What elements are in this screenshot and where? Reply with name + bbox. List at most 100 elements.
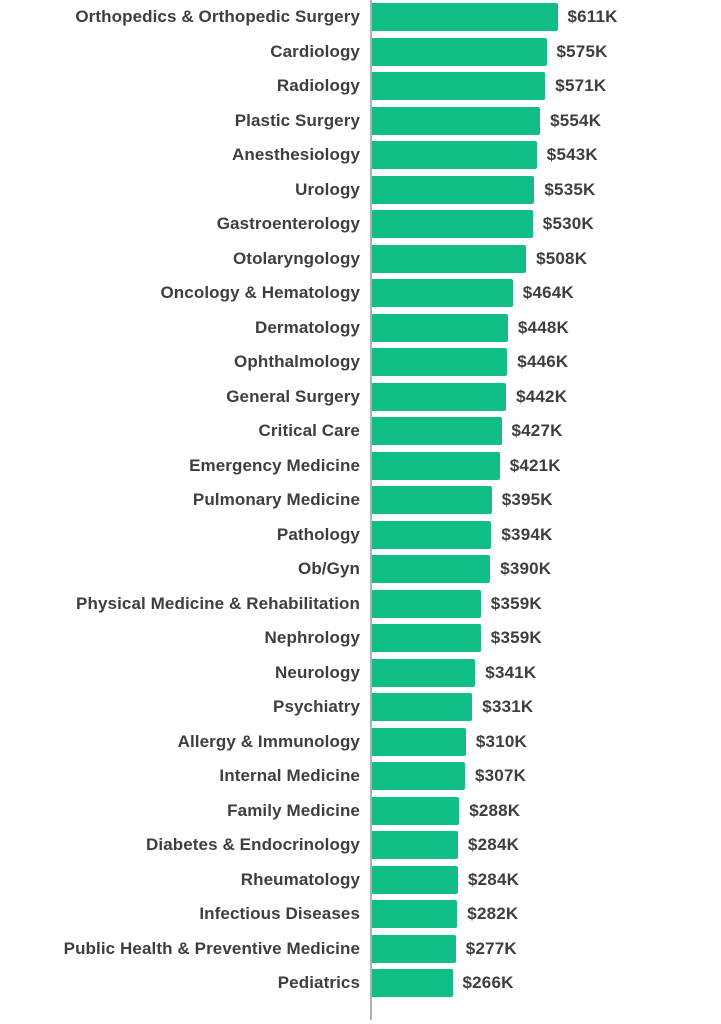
category-label: Allergy & Immunology	[177, 731, 360, 751]
bar-area: $266K	[371, 966, 721, 1001]
y-axis-line	[370, 0, 372, 1020]
category-label: Gastroenterology	[216, 214, 360, 234]
bar-area: $554K	[371, 104, 721, 139]
bar	[371, 693, 473, 722]
bar	[371, 865, 458, 894]
bar	[371, 141, 537, 170]
category-label: Pulmonary Medicine	[192, 490, 360, 510]
value-label: $307K	[475, 766, 527, 786]
value-label: $266K	[462, 973, 514, 993]
value-label: $611K	[567, 7, 618, 27]
value-label: $277K	[465, 938, 517, 958]
bar-area: $331K	[371, 690, 721, 725]
chart-row: Otolaryngology $508K	[0, 242, 721, 277]
bar	[371, 589, 481, 618]
category-label: Physical Medicine & Rehabilitation	[76, 593, 360, 613]
value-label: $446K	[517, 352, 569, 372]
bar	[371, 796, 460, 825]
bar	[371, 244, 527, 273]
value-label: $331K	[482, 697, 534, 717]
chart-row: Critical Care $427K	[0, 414, 721, 449]
bar-area: $284K	[371, 828, 721, 863]
bar-area: $359K	[371, 621, 721, 656]
bar	[371, 900, 458, 929]
bar	[371, 3, 558, 32]
chart-row: Gastroenterology $530K	[0, 207, 721, 242]
bar-area: $288K	[371, 794, 721, 829]
bar	[371, 762, 465, 791]
chart-row: Nephrology $359K	[0, 621, 721, 656]
category-label: Pathology	[276, 524, 360, 544]
category-label: Ob/Gyn	[298, 559, 360, 579]
category-label: Radiology	[276, 76, 360, 96]
chart-row: Radiology $571K	[0, 69, 721, 104]
value-label: $310K	[475, 731, 527, 751]
bar	[371, 175, 535, 204]
value-label: $282K	[467, 904, 519, 924]
category-label: Nephrology	[264, 628, 360, 648]
bar	[371, 831, 458, 860]
bar-area: $284K	[371, 863, 721, 898]
bar-area: $543K	[371, 138, 721, 173]
category-label: Anesthesiology	[232, 145, 360, 165]
category-label: Internal Medicine	[219, 766, 360, 786]
bar	[371, 658, 476, 687]
value-label: $535K	[544, 179, 596, 199]
bar-area: $446K	[371, 345, 721, 380]
bar-area: $427K	[371, 414, 721, 449]
bar	[371, 624, 481, 653]
bar	[371, 210, 533, 239]
category-label: Psychiatry	[273, 697, 360, 717]
bar	[371, 417, 502, 446]
category-label: Orthopedics & Orthopedic Surgery	[75, 7, 360, 27]
chart-row: Pulmonary Medicine $395K	[0, 483, 721, 518]
chart-row: Pediatrics $266K	[0, 966, 721, 1001]
bar	[371, 37, 547, 66]
value-label: $390K	[500, 559, 552, 579]
category-label: Neurology	[275, 662, 360, 682]
bar-area: $611K	[371, 0, 721, 35]
category-label: Plastic Surgery	[234, 110, 360, 130]
value-label: $284K	[468, 869, 520, 889]
value-label: $359K	[490, 593, 542, 613]
bar-area: $310K	[371, 725, 721, 760]
bar-area: $530K	[371, 207, 721, 242]
category-label: Ophthalmology	[234, 352, 360, 372]
bar-area: $395K	[371, 483, 721, 518]
chart-row: Psychiatry $331K	[0, 690, 721, 725]
chart-row: Cardiology $575K	[0, 35, 721, 70]
chart-row: Plastic Surgery $554K	[0, 104, 721, 139]
value-label: $284K	[468, 835, 520, 855]
category-label: Diabetes & Endocrinology	[146, 835, 360, 855]
bar	[371, 969, 453, 998]
chart-row: Dermatology $448K	[0, 311, 721, 346]
chart-row: Pathology $394K	[0, 518, 721, 553]
chart-row: Physical Medicine & Rehabilitation $359K	[0, 587, 721, 622]
bar	[371, 279, 513, 308]
value-label: $421K	[509, 455, 561, 475]
chart-row: Internal Medicine $307K	[0, 759, 721, 794]
bar-area: $307K	[371, 759, 721, 794]
value-label: $448K	[517, 317, 569, 337]
value-label: $359K	[490, 628, 542, 648]
bar	[371, 934, 456, 963]
bar	[371, 106, 541, 135]
chart-row: Anesthesiology $543K	[0, 138, 721, 173]
value-label: $288K	[469, 800, 521, 820]
chart-row: Urology $535K	[0, 173, 721, 208]
bar	[371, 348, 508, 377]
chart-row: Infectious Diseases $282K	[0, 897, 721, 932]
chart-row: Family Medicine $288K	[0, 794, 721, 829]
bar-area: $464K	[371, 276, 721, 311]
bar	[371, 72, 546, 101]
value-label: $464K	[522, 283, 574, 303]
value-label: $571K	[555, 76, 607, 96]
chart-row: Ophthalmology $446K	[0, 345, 721, 380]
value-label: $530K	[542, 214, 594, 234]
category-label: Infectious Diseases	[199, 904, 360, 924]
category-label: Urology	[295, 179, 360, 199]
bar-area: $508K	[371, 242, 721, 277]
value-label: $395K	[501, 490, 553, 510]
bar	[371, 520, 492, 549]
